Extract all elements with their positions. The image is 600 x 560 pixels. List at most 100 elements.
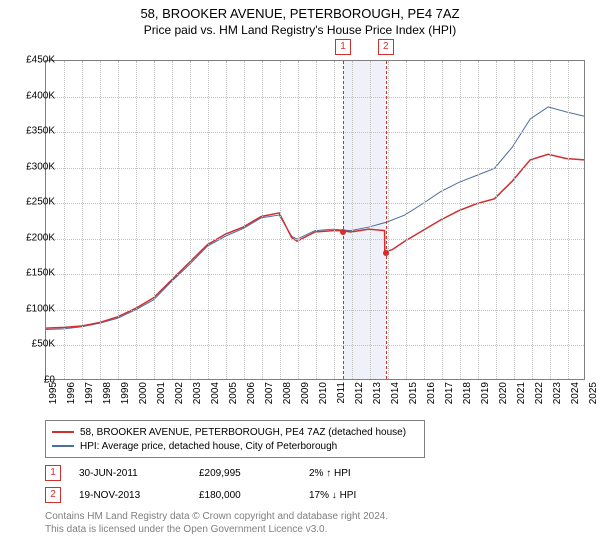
x-axis-label: 2006 [246,382,257,404]
gridline-vertical [442,61,443,379]
gridline-vertical [172,61,173,379]
x-axis-label: 2025 [588,382,599,404]
plot-area: 12 [45,60,585,380]
gridline-vertical [352,61,353,379]
gridline-vertical [136,61,137,379]
legend-label: HPI: Average price, detached house, City… [80,441,337,452]
footer-attribution: Contains HM Land Registry data © Crown c… [45,510,388,536]
gridline-vertical [190,61,191,379]
gridline-vertical [478,61,479,379]
event-delta: 17% ↓ HPI [309,490,356,501]
gridline-horizontal [46,168,584,169]
x-axis-label: 2017 [444,382,455,404]
y-axis-label: £450K [26,55,55,66]
x-axis-label: 2010 [318,382,329,404]
gridline-vertical [514,61,515,379]
gridline-vertical [460,61,461,379]
x-axis-label: 1995 [48,382,59,404]
gridline-vertical [64,61,65,379]
event-delta: 2% ↑ HPI [309,468,351,479]
x-axis-label: 2018 [462,382,473,404]
marker-line [343,61,344,379]
x-axis-label: 2022 [534,382,545,404]
x-axis-label: 1996 [66,382,77,404]
gridline-vertical [298,61,299,379]
gridline-vertical [532,61,533,379]
event-date: 30-JUN-2011 [79,468,199,479]
event-price: £209,995 [199,468,309,479]
y-axis-label: £300K [26,161,55,172]
data-point-marker [383,250,389,256]
footer-line: Contains HM Land Registry data © Crown c… [45,510,388,523]
gridline-vertical [550,61,551,379]
gridline-vertical [262,61,263,379]
data-point-marker [340,229,346,235]
x-axis-label: 2015 [408,382,419,404]
y-axis-label: £100K [26,303,55,314]
event-date: 19-NOV-2013 [79,490,199,501]
event-row: 2 19-NOV-2013 £180,000 17% ↓ HPI [45,484,356,506]
x-axis-label: 2013 [372,382,383,404]
series-line [46,154,584,328]
legend-item: 58, BROOKER AVENUE, PETERBOROUGH, PE4 7A… [52,425,418,439]
gridline-horizontal [46,310,584,311]
x-axis-label: 2014 [390,382,401,404]
gridline-vertical [316,61,317,379]
gridline-vertical [388,61,389,379]
marker-line [386,61,387,379]
event-table: 1 30-JUN-2011 £209,995 2% ↑ HPI 2 19-NOV… [45,462,356,506]
marker-badge: 1 [335,39,351,55]
gridline-vertical [226,61,227,379]
x-axis-label: 1999 [120,382,131,404]
x-axis-label: 2023 [552,382,563,404]
legend-label: 58, BROOKER AVENUE, PETERBOROUGH, PE4 7A… [80,427,406,438]
gridline-vertical [118,61,119,379]
gridline-vertical [406,61,407,379]
y-axis-label: £400K [26,90,55,101]
gridline-horizontal [46,203,584,204]
x-axis-label: 2021 [516,382,527,404]
line-series-svg [46,61,584,379]
chart-subtitle: Price paid vs. HM Land Registry's House … [0,21,600,37]
legend-swatch [52,445,74,447]
event-row: 1 30-JUN-2011 £209,995 2% ↑ HPI [45,462,356,484]
gridline-vertical [244,61,245,379]
x-axis-label: 2001 [156,382,167,404]
x-axis-label: 2019 [480,382,491,404]
gridline-vertical [334,61,335,379]
y-axis-label: £250K [26,197,55,208]
gridline-vertical [496,61,497,379]
gridline-vertical [370,61,371,379]
gridline-horizontal [46,97,584,98]
x-axis-label: 2002 [174,382,185,404]
x-axis-label: 2011 [336,382,347,404]
legend-item: HPI: Average price, detached house, City… [52,439,418,453]
x-axis-label: 2003 [192,382,203,404]
x-axis-label: 2005 [228,382,239,404]
gridline-horizontal [46,345,584,346]
gridline-vertical [100,61,101,379]
gridline-vertical [568,61,569,379]
y-axis-label: £150K [26,268,55,279]
chart-container: 58, BROOKER AVENUE, PETERBOROUGH, PE4 7A… [0,0,600,560]
gridline-vertical [82,61,83,379]
chart-title: 58, BROOKER AVENUE, PETERBOROUGH, PE4 7A… [0,0,600,21]
gridline-vertical [154,61,155,379]
footer-line: This data is licensed under the Open Gov… [45,523,388,536]
legend: 58, BROOKER AVENUE, PETERBOROUGH, PE4 7A… [45,420,425,458]
x-axis-label: 2024 [570,382,581,404]
event-badge: 1 [45,465,61,481]
event-badge: 2 [45,487,61,503]
x-axis-label: 2008 [282,382,293,404]
x-axis-label: 2004 [210,382,221,404]
series-line [46,107,584,330]
legend-swatch [52,431,74,433]
x-axis-label: 2000 [138,382,149,404]
y-axis-label: £350K [26,126,55,137]
gridline-vertical [424,61,425,379]
gridline-vertical [280,61,281,379]
x-axis-label: 2009 [300,382,311,404]
gridline-vertical [208,61,209,379]
x-axis-label: 2020 [498,382,509,404]
x-axis-label: 1997 [84,382,95,404]
